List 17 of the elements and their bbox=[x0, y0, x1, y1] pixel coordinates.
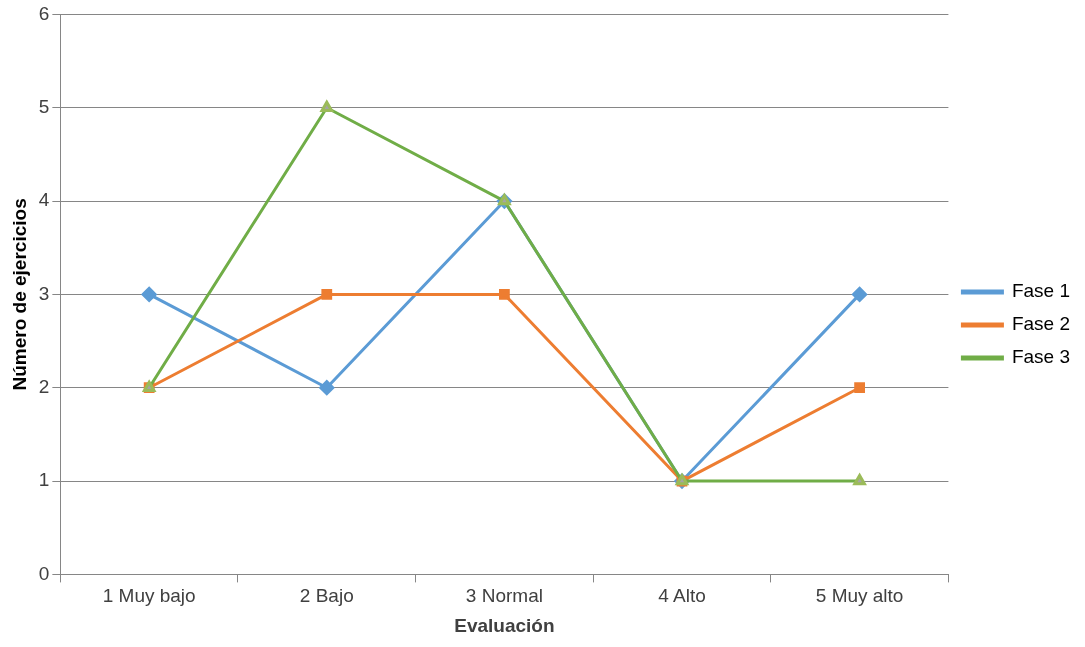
legend-label: Fase 3 bbox=[1011, 346, 1071, 368]
legend-label: Fase 1 bbox=[1011, 280, 1071, 302]
y-tick-label: 4 bbox=[38, 189, 50, 211]
x-tick-label: 5 Muy alto bbox=[815, 585, 904, 607]
y-tick-label: 0 bbox=[38, 562, 50, 584]
y-tick-label: 1 bbox=[38, 469, 50, 491]
x-tick-label: 1 Muy bajo bbox=[102, 585, 196, 607]
y-tick-label: 3 bbox=[38, 282, 50, 304]
x-tick-label: 3 Normal bbox=[465, 585, 543, 607]
y-axis-title: Número de ejercicios bbox=[8, 198, 30, 391]
y-tick-label: 6 bbox=[38, 2, 50, 24]
legend-label: Fase 2 bbox=[1011, 313, 1071, 335]
y-tick-label: 2 bbox=[38, 375, 50, 397]
x-tick-label: 2 Bajo bbox=[299, 585, 354, 607]
y-tick-label: 5 bbox=[38, 95, 50, 117]
x-tick-label: 4 Alto bbox=[658, 585, 706, 607]
x-axis-title: Evaluación bbox=[454, 614, 555, 636]
